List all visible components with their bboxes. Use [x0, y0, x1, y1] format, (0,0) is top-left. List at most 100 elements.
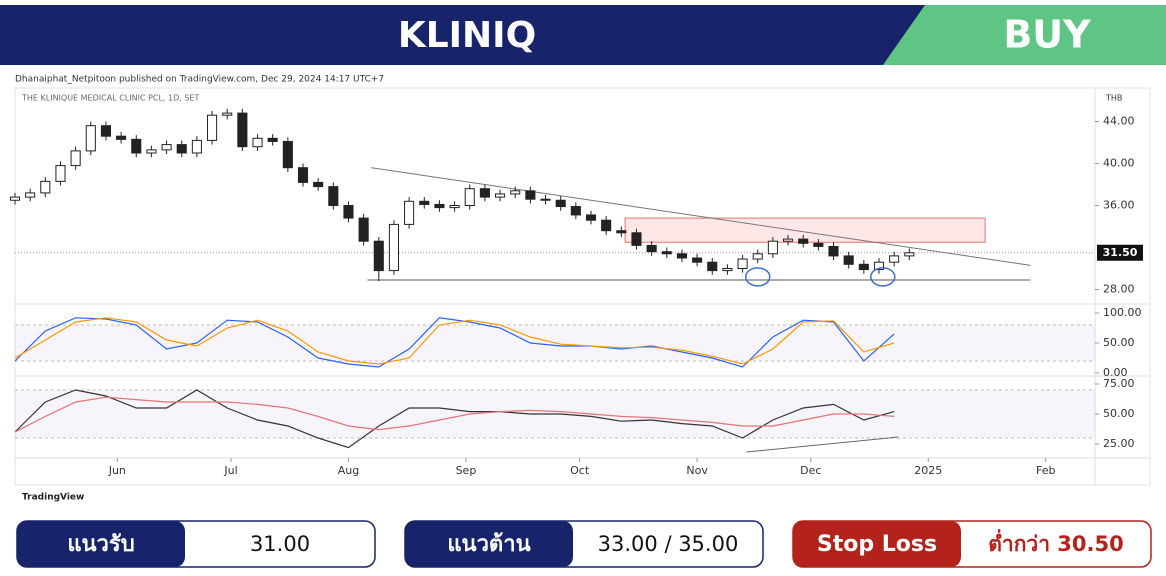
candle-body	[722, 268, 733, 272]
candle-body	[25, 192, 36, 198]
candle-body	[555, 199, 566, 208]
candle-body	[282, 140, 293, 169]
candle-body	[207, 114, 218, 141]
level-value: 31.00	[250, 532, 310, 556]
y-tick-label: 28.00	[1103, 283, 1135, 296]
candle-body	[191, 139, 202, 154]
candle-body	[873, 261, 885, 271]
currency: THB	[1105, 94, 1122, 103]
candle-body	[419, 200, 430, 205]
trendline	[371, 167, 1031, 266]
y-tick-label: 25.00	[1103, 437, 1135, 450]
level-label: แนวรับ	[67, 532, 134, 557]
x-tick-label: Jun	[108, 464, 126, 477]
candle-body	[40, 180, 51, 194]
candle-body	[889, 255, 900, 263]
chart-frame	[14, 87, 1151, 486]
x-tick-label: Oct	[570, 464, 590, 477]
levels: แนวรับ 31.00 แนวต้าน 33.00 / 35.00 Stop Loss…	[16, 520, 1152, 568]
x-tick-label: Aug	[338, 464, 359, 477]
candle-body	[388, 223, 399, 272]
candle-body	[601, 219, 612, 232]
candle-body	[222, 112, 233, 116]
level-value: 33.00 / 35.00	[598, 532, 739, 556]
x-tick-label: Jul	[223, 464, 237, 477]
candle-body	[631, 232, 642, 246]
candle-body	[646, 244, 657, 253]
candle-body	[464, 188, 475, 206]
candle-body	[813, 242, 824, 247]
y-tick-label: 50.00	[1103, 407, 1135, 420]
series-line	[14, 396, 895, 433]
y-tick-label: 44.00	[1103, 115, 1135, 128]
trendline	[746, 436, 898, 453]
y-tick-label: 100.00	[1103, 306, 1142, 319]
candle-body	[495, 193, 506, 198]
candle-body	[358, 217, 369, 242]
signal-badge	[883, 5, 1166, 65]
candle-body	[752, 253, 763, 260]
candle-body	[783, 238, 794, 242]
chart-title: THE KLINIQUE MEDICAL CLINIC PCL, 1D, SET	[21, 94, 199, 103]
candle-body	[252, 137, 263, 148]
y-tick-label: 50.00	[1103, 336, 1135, 349]
x-tick-label: Nov	[686, 464, 708, 477]
candle-body	[828, 245, 839, 257]
candle-body	[343, 205, 354, 219]
candle-body	[373, 240, 384, 272]
signal: BUY	[1003, 13, 1091, 57]
header-title: KLINIQ	[398, 15, 536, 56]
candle-body	[176, 144, 187, 154]
candle-body	[237, 112, 248, 148]
level-value: ต่ำกว่า 30.50	[988, 528, 1123, 556]
candle-body	[737, 258, 748, 269]
candle-body	[100, 125, 111, 137]
candle-body	[798, 238, 809, 244]
candle-body	[116, 135, 127, 140]
candle-body	[858, 263, 869, 271]
y-tick-label: 75.00	[1103, 377, 1135, 390]
candle-body	[9, 196, 21, 201]
candle-body	[70, 150, 81, 167]
last-price-box	[1097, 244, 1143, 261]
candle-body	[570, 206, 581, 216]
series-line	[14, 317, 895, 365]
resistance-zone	[624, 217, 986, 243]
level-tag	[17, 521, 185, 567]
level-label: Stop Loss	[817, 532, 937, 557]
candle-body	[692, 257, 703, 263]
x-tick-label: Feb	[1036, 464, 1055, 477]
last-price-label: 31.50	[1103, 246, 1138, 259]
level-tag	[405, 521, 573, 567]
candle-body	[904, 252, 915, 257]
candle-body	[328, 186, 339, 207]
candle-body	[434, 203, 445, 209]
level-label: แนวต้าน	[447, 532, 530, 557]
candle-body	[616, 230, 627, 234]
candle-body	[479, 188, 490, 198]
candle-body	[540, 198, 551, 201]
candle-body	[767, 240, 778, 255]
y-tick-label: 40.00	[1103, 157, 1135, 170]
candle-body	[843, 255, 854, 265]
low-marker	[870, 267, 896, 287]
y-tick-label: 0.00	[1103, 366, 1128, 379]
candle-body	[313, 181, 324, 188]
candle-body	[85, 125, 96, 152]
candle-body	[676, 253, 687, 259]
candle-body	[267, 137, 278, 142]
candle-body	[525, 190, 536, 200]
candle-body	[55, 165, 66, 182]
candle-body	[510, 190, 521, 195]
candle-body	[585, 214, 597, 221]
level-tag	[793, 521, 961, 567]
published: Dhanaiphat_Netpitoon published on Tradin…	[15, 75, 384, 85]
x-tick-label: 2025	[914, 464, 942, 477]
x-tick-label: Sep	[456, 464, 477, 477]
candle-body	[297, 167, 309, 183]
series-line	[14, 389, 895, 449]
x-tick-label: Dec	[800, 464, 821, 477]
brand: TradingView	[22, 493, 84, 503]
candle-body	[449, 205, 460, 209]
